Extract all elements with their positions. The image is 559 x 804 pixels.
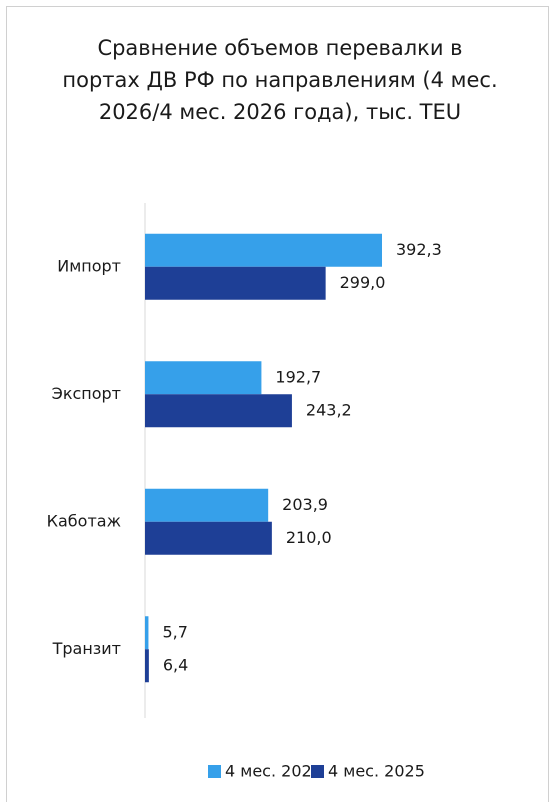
legend-swatch: [208, 765, 221, 778]
data-label: 243,2: [306, 400, 352, 419]
bar: [145, 266, 326, 300]
data-label: 210,0: [286, 528, 332, 547]
legend-label: 4 мес. 2026: [225, 762, 322, 781]
y-tick-label: Каботаж: [47, 511, 121, 530]
bar: [145, 521, 272, 555]
bar: [145, 616, 149, 650]
y-tick-label: Импорт: [57, 256, 121, 275]
bar: [145, 394, 292, 428]
data-label: 203,9: [282, 495, 328, 514]
y-tick-label: Транзит: [52, 639, 121, 658]
data-label: 192,7: [275, 367, 321, 386]
legend-swatch: [311, 765, 324, 778]
y-tick-label: Экспорт: [52, 384, 121, 403]
bar: [145, 488, 269, 522]
bar: [145, 361, 262, 395]
chart-title: Сравнение объемов перевалки в портах ДВ …: [62, 36, 498, 124]
data-label: 299,0: [340, 273, 386, 292]
legend-label: 4 мес. 2025: [328, 762, 425, 781]
data-label: 392,3: [396, 240, 442, 259]
bar: [145, 649, 149, 683]
data-label: 5,7: [162, 622, 187, 641]
bar: [145, 233, 382, 267]
data-label: 6,4: [163, 655, 188, 674]
chart-frame: [6, 6, 549, 802]
